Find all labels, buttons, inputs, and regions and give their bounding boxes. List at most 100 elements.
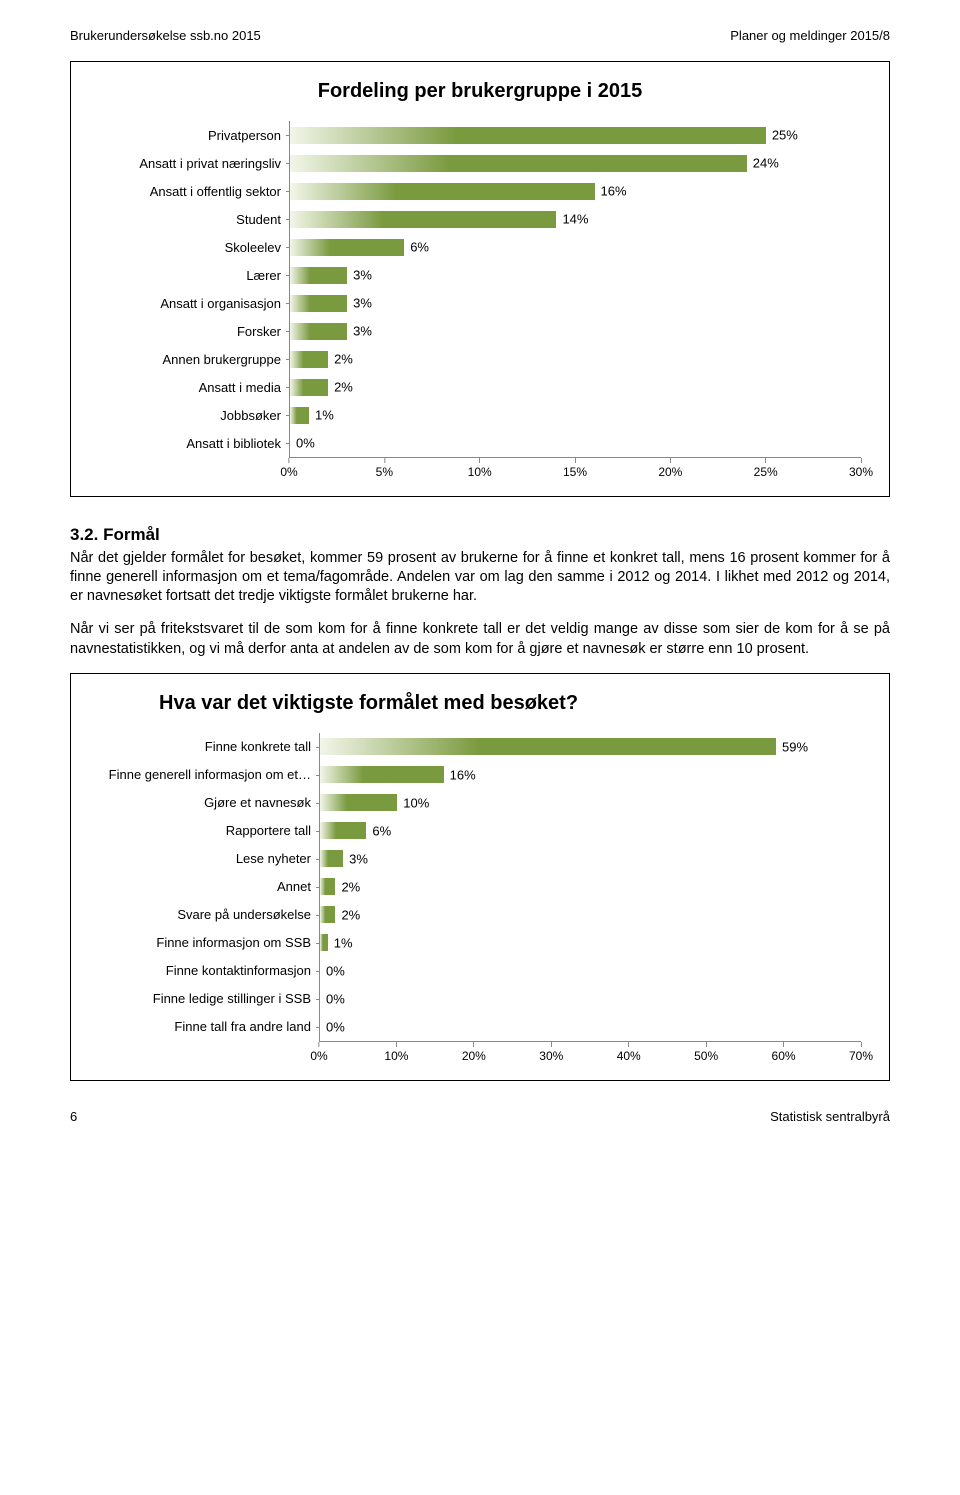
chart-y-label: Ansatt i privat næringsliv xyxy=(99,149,289,177)
x-tick-label: 50% xyxy=(694,1049,718,1063)
x-tick-mark xyxy=(706,1042,707,1047)
x-tick-label: 30% xyxy=(539,1049,563,1063)
bar: 16% xyxy=(320,766,444,783)
bar-row: 6% xyxy=(290,233,861,261)
chart-y-label: Finne ledige stillinger i SSB xyxy=(99,985,319,1013)
bar: 6% xyxy=(290,239,404,256)
bar: 25% xyxy=(290,127,766,144)
x-tick-label: 25% xyxy=(754,465,778,479)
bar: 59% xyxy=(320,738,776,755)
bar-row: 2% xyxy=(290,345,861,373)
bar: 24% xyxy=(290,155,747,172)
page-footer: 6 Statistisk sentralbyrå xyxy=(70,1109,890,1124)
x-tick-label: 0% xyxy=(280,465,297,479)
bar-row: 0% xyxy=(320,985,861,1013)
bar-row: 16% xyxy=(320,761,861,789)
page: Brukerundersøkelse ssb.no 2015 Planer og… xyxy=(0,0,960,1144)
x-tick: 60% xyxy=(772,1042,796,1063)
bar: 1% xyxy=(290,407,309,424)
bar: 2% xyxy=(320,906,335,923)
bar: 14% xyxy=(290,211,556,228)
page-header: Brukerundersøkelse ssb.no 2015 Planer og… xyxy=(70,28,890,43)
x-tick-label: 30% xyxy=(849,465,873,479)
chart-y-label: Lærer xyxy=(99,261,289,289)
x-tick-mark xyxy=(289,458,290,463)
x-tick: 30% xyxy=(849,458,873,479)
x-tick: 15% xyxy=(563,458,587,479)
bar: 3% xyxy=(320,850,343,867)
bar-row: 2% xyxy=(320,901,861,929)
chart1-body: PrivatpersonAnsatt i privat næringslivAn… xyxy=(99,121,861,480)
chart-y-label: Forsker xyxy=(99,317,289,345)
bar-row: 1% xyxy=(290,401,861,429)
x-tick-mark xyxy=(670,458,671,463)
x-tick-mark xyxy=(473,1042,474,1047)
bar-value-label: 0% xyxy=(296,436,315,451)
chart-y-label: Gjøre et navnesøk xyxy=(99,789,319,817)
bar-value-label: 3% xyxy=(353,268,372,283)
bar-row: 0% xyxy=(320,957,861,985)
chart-y-label: Student xyxy=(99,205,289,233)
x-tick: 0% xyxy=(280,458,297,479)
x-tick-mark xyxy=(479,458,480,463)
chart-y-label: Lese nyheter xyxy=(99,845,319,873)
y-tick-mark xyxy=(286,443,290,444)
x-tick-label: 15% xyxy=(563,465,587,479)
bar-value-label: 59% xyxy=(782,739,808,754)
bar-row: 6% xyxy=(320,817,861,845)
bar: 1% xyxy=(320,934,328,951)
y-tick-mark xyxy=(316,1027,320,1028)
x-tick-label: 5% xyxy=(376,465,393,479)
bar-row: 59% xyxy=(320,733,861,761)
bar-row: 24% xyxy=(290,149,861,177)
bar-row: 1% xyxy=(320,929,861,957)
chart1-plot: 25%24%16%14%6%3%3%3%2%2%1%0% 0%5%10%15%2… xyxy=(289,121,861,480)
bar-row: 14% xyxy=(290,205,861,233)
bar-value-label: 16% xyxy=(601,184,627,199)
bar-value-label: 2% xyxy=(341,907,360,922)
bar-value-label: 1% xyxy=(315,408,334,423)
section-para2: Når vi ser på fritekstsvaret til de som … xyxy=(70,620,890,658)
bar-value-label: 0% xyxy=(326,991,345,1006)
bar: 2% xyxy=(320,878,335,895)
x-tick: 10% xyxy=(468,458,492,479)
bar-value-label: 3% xyxy=(353,324,372,339)
bar-row: 3% xyxy=(290,261,861,289)
x-tick-mark xyxy=(861,1042,862,1047)
bar-row: 2% xyxy=(320,873,861,901)
chart2-bars: 59%16%10%6%3%2%2%1%0%0%0% xyxy=(319,733,861,1042)
x-tick: 50% xyxy=(694,1042,718,1063)
x-tick-mark xyxy=(396,1042,397,1047)
chart2-y-labels: Finne konkrete tallFinne generell inform… xyxy=(99,733,319,1064)
bar-value-label: 1% xyxy=(334,935,353,950)
bar-value-label: 6% xyxy=(372,823,391,838)
chart-y-label: Skoleelev xyxy=(99,233,289,261)
chart1-bars: 25%24%16%14%6%3%3%3%2%2%1%0% xyxy=(289,121,861,458)
bar: 3% xyxy=(290,323,347,340)
x-tick: 25% xyxy=(754,458,778,479)
x-tick-mark xyxy=(783,1042,784,1047)
header-right: Planer og meldinger 2015/8 xyxy=(730,28,890,43)
x-tick-mark xyxy=(628,1042,629,1047)
footer-right: Statistisk sentralbyrå xyxy=(770,1109,890,1124)
x-tick-label: 10% xyxy=(468,465,492,479)
bar-row: 3% xyxy=(290,289,861,317)
bar-value-label: 3% xyxy=(353,296,372,311)
chart-y-label: Finne tall fra andre land xyxy=(99,1013,319,1041)
chart2-body: Finne konkrete tallFinne generell inform… xyxy=(99,733,861,1064)
chart-y-label: Annen brukergruppe xyxy=(99,345,289,373)
bar-value-label: 2% xyxy=(341,879,360,894)
bar: 10% xyxy=(320,794,397,811)
bar: 6% xyxy=(320,822,366,839)
section-formal: 3.2. Formål Når det gjelder formålet for… xyxy=(70,525,890,659)
bar-row: 3% xyxy=(290,317,861,345)
chart-y-label: Ansatt i bibliotek xyxy=(99,429,289,457)
bar-row: 0% xyxy=(290,429,861,457)
x-tick: 5% xyxy=(376,458,393,479)
chart-y-label: Svare på undersøkelse xyxy=(99,901,319,929)
x-tick: 40% xyxy=(617,1042,641,1063)
chart-y-label: Finne generell informasjon om et… xyxy=(99,761,319,789)
x-tick: 30% xyxy=(539,1042,563,1063)
chart-y-label: Ansatt i offentlig sektor xyxy=(99,177,289,205)
x-tick: 20% xyxy=(658,458,682,479)
